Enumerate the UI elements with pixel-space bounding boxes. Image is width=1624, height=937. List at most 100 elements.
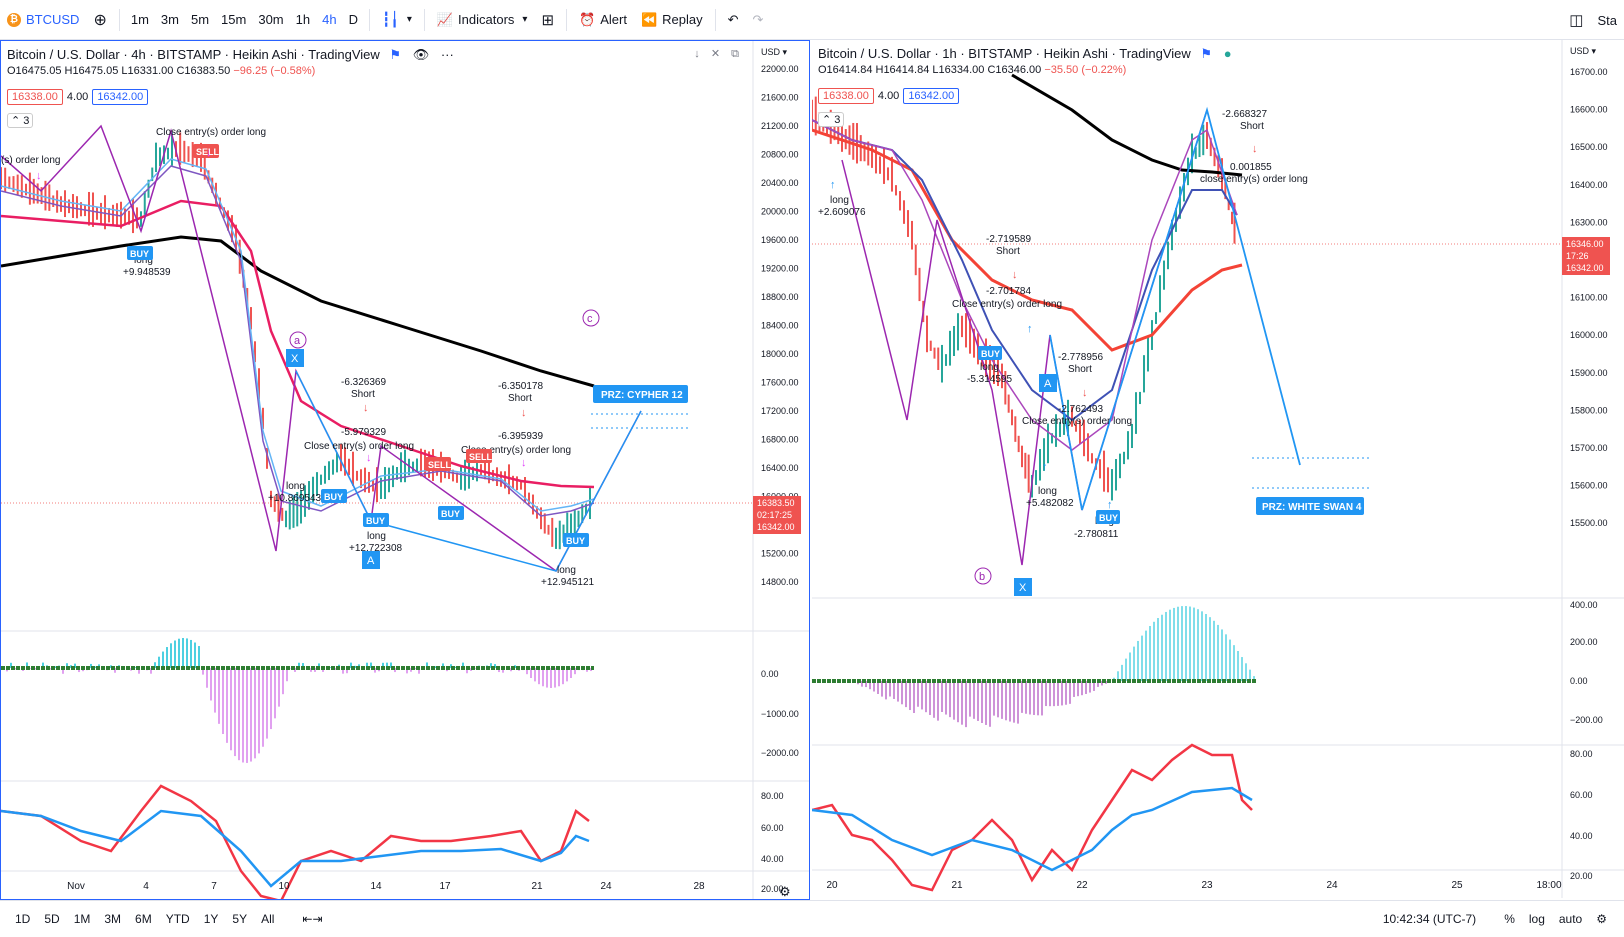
signal-arrow: ↓ — [521, 407, 527, 419]
range-1y[interactable]: 1Y — [203, 911, 219, 926]
right-chart-canvas[interactable]: PRZ: WHITE SWAN 4 long+2.609076-2.719589… — [812, 40, 1624, 898]
annotation-close-long: Close entry(s) order long — [952, 299, 1062, 310]
range-6m[interactable]: 6M — [135, 911, 152, 926]
undo-button[interactable]: ↶ — [721, 0, 746, 40]
point-x-label: X — [1019, 582, 1027, 594]
indicators-button[interactable]: 📈 Indicators ▾ — [430, 0, 535, 40]
percent-toggle[interactable]: % — [1504, 912, 1515, 926]
start-button[interactable]: Sta — [1590, 0, 1624, 40]
white-swan-pattern-line — [1049, 106, 1301, 511]
replay-button[interactable]: ⏪ Replay — [634, 0, 710, 40]
annotation-long: long — [367, 531, 386, 542]
restore-icon[interactable]: ⧉ — [731, 48, 739, 60]
change-value: −96.25 (−0.58%) — [233, 65, 316, 77]
range-5y[interactable]: 5Y — [232, 911, 248, 926]
signal-arrow: ↓ — [36, 170, 42, 182]
buy-price-box[interactable]: 16342.00 — [903, 88, 960, 104]
indicator-collapse[interactable]: ⌃ 3 — [818, 112, 845, 127]
timeframe-D[interactable]: D — [348, 12, 358, 27]
timeframe-30m[interactable]: 30m — [258, 12, 284, 27]
point-x-marker — [286, 349, 304, 367]
price-tick-label: 17600.00 — [761, 378, 799, 388]
range-all[interactable]: All — [261, 911, 275, 926]
left-chart-pane[interactable]: Bitcoin / U.S. Dollar · 4h · BITSTAMP · … — [0, 40, 810, 900]
eye-icon[interactable]: 👁 — [412, 47, 430, 62]
ema-50-line — [812, 128, 1243, 352]
time-tick-label: 17 — [439, 881, 451, 892]
annotation-value: -2.762493 — [1058, 404, 1103, 415]
point-A-marker — [362, 551, 380, 569]
range-5d[interactable]: 5D — [44, 911, 60, 926]
annotation-short-value: -2.668327 — [1222, 109, 1267, 120]
indicator-collapse[interactable]: ⌃ 3 — [7, 113, 34, 128]
time-tick-label: 28 — [693, 881, 705, 892]
settings-icon[interactable]: ⚙ — [1596, 912, 1607, 926]
price-tick-label: 21200.00 — [761, 121, 799, 131]
ema-mid-line — [1, 158, 595, 512]
grid-icon: ⊞ — [541, 11, 555, 29]
annotation-long-value: -5.314595 — [967, 374, 1012, 385]
timeframe-1h[interactable]: 1h — [295, 12, 311, 27]
timeframe-15m[interactable]: 15m — [221, 12, 247, 27]
panels-button[interactable]: ◫ — [1562, 0, 1590, 40]
time-tick-label: Nov — [67, 881, 85, 892]
timeframe-1m[interactable]: 1m — [130, 12, 149, 27]
buy-price-box[interactable]: 16342.00 — [92, 89, 149, 105]
buy-signal-label: BUY — [566, 536, 585, 546]
range-1m[interactable]: 1M — [73, 911, 91, 926]
chart-type-button[interactable]: ┇╽ ▾ — [375, 0, 419, 40]
timeframe-5m[interactable]: 5m — [190, 12, 210, 27]
annotation-short-value: -6.326369 — [341, 377, 386, 388]
auto-toggle[interactable]: auto — [1558, 912, 1583, 926]
rsi-tick-label: 40.00 — [1570, 831, 1593, 841]
time-tick-label: 18:00 — [1536, 880, 1561, 891]
price-tick-label: 20800.00 — [761, 150, 799, 160]
signal-arrow: ↓ — [1252, 143, 1258, 155]
timeframe-group: 1m 3m 5m 15m 30m 1h 4h D — [125, 0, 364, 40]
left-chart-canvas[interactable]: PRZ: CYPHER 12 Close entry(s) order long… — [1, 41, 809, 899]
close-value: C16383.50 — [176, 65, 231, 77]
arrow-down-icon[interactable]: ↓ — [694, 48, 700, 60]
price-tick-label: 19600.00 — [761, 235, 799, 245]
log-toggle[interactable]: log — [1528, 912, 1545, 926]
timeframe-3m[interactable]: 3m — [160, 12, 179, 27]
start-label: Sta — [1597, 12, 1617, 28]
point-A-label: A — [1044, 378, 1052, 390]
timeframe-4h[interactable]: 4h — [322, 12, 337, 27]
sell-signal-label: SELL — [428, 460, 452, 470]
range-ytd[interactable]: YTD — [165, 911, 190, 926]
chevron-down-icon: ▾ — [406, 14, 412, 25]
sell-price-box[interactable]: 16338.00 — [7, 89, 63, 105]
chart-title: Bitcoin / U.S. Dollar · 1h · BITSTAMP · … — [818, 46, 1191, 61]
signal-arrow: ↓ — [366, 452, 372, 464]
price-tick-label: 15700.00 — [1570, 443, 1608, 453]
price-tick-label: 16700.00 — [1570, 67, 1608, 77]
point-b-label: b — [979, 571, 985, 583]
prz-badge — [1256, 497, 1364, 515]
alert-button[interactable]: ⏰ Alert — [572, 0, 634, 40]
close-value: C16346.00 — [987, 64, 1042, 76]
undo-icon: ↶ — [727, 11, 739, 27]
annotation-long: long — [286, 481, 305, 492]
rsi-tick-label: 60.00 — [761, 823, 784, 833]
rsi-fast-line — [812, 743, 1253, 892]
close-icon[interactable]: ✕ — [710, 48, 721, 60]
redo-button[interactable]: ↷ — [746, 0, 771, 40]
compare-button[interactable]: ⊕ — [86, 0, 113, 40]
right-chart-pane[interactable]: Bitcoin / U.S. Dollar · 1h · BITSTAMP · … — [812, 40, 1624, 900]
chart-title: Bitcoin / U.S. Dollar · 4h · BITSTAMP · … — [7, 47, 380, 62]
time-tick-label: 24 — [1326, 880, 1338, 891]
high-value: H16475.05 — [64, 65, 119, 77]
layout-button[interactable]: ⊞ — [534, 0, 561, 40]
ema-200-line — [1011, 73, 1243, 177]
date-range-icon[interactable]: ⇤⇥ — [302, 911, 323, 926]
range-1d[interactable]: 1D — [15, 911, 31, 926]
annotation-long-value: -2.780811 — [1074, 529, 1119, 540]
time-tick-label: 21 — [531, 881, 543, 892]
flag-icon: ⚑ — [389, 47, 402, 62]
sell-price-box[interactable]: 16338.00 — [818, 88, 874, 104]
range-3m[interactable]: 3M — [104, 911, 122, 926]
more-icon[interactable]: ··· — [440, 47, 454, 62]
price-tick-label: 16400.00 — [761, 463, 799, 473]
symbol-search[interactable]: ₿ BTCUSD — [0, 0, 86, 40]
